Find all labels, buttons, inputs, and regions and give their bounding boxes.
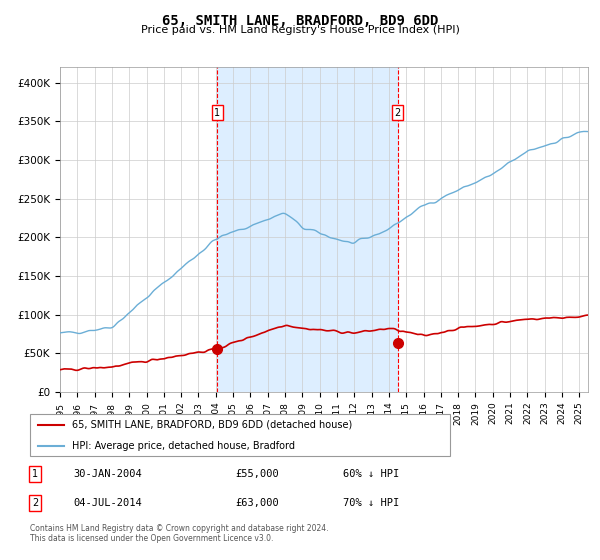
Text: 1: 1 — [214, 108, 220, 118]
Text: 65, SMITH LANE, BRADFORD, BD9 6DD: 65, SMITH LANE, BRADFORD, BD9 6DD — [162, 14, 438, 28]
Text: 2: 2 — [394, 108, 401, 118]
Text: 1: 1 — [32, 469, 38, 479]
Text: 2: 2 — [32, 498, 38, 508]
Bar — [217, 67, 398, 392]
Text: 60% ↓ HPI: 60% ↓ HPI — [343, 469, 400, 479]
Text: 70% ↓ HPI: 70% ↓ HPI — [343, 498, 400, 508]
Text: Contains HM Land Registry data © Crown copyright and database right 2024.
This d: Contains HM Land Registry data © Crown c… — [30, 524, 329, 543]
Text: 65, SMITH LANE, BRADFORD, BD9 6DD (detached house): 65, SMITH LANE, BRADFORD, BD9 6DD (detac… — [72, 420, 352, 430]
Text: Price paid vs. HM Land Registry's House Price Index (HPI): Price paid vs. HM Land Registry's House … — [140, 25, 460, 35]
Text: £55,000: £55,000 — [235, 469, 279, 479]
Text: 04-JUL-2014: 04-JUL-2014 — [73, 498, 142, 508]
FancyBboxPatch shape — [30, 414, 450, 456]
Text: HPI: Average price, detached house, Bradford: HPI: Average price, detached house, Brad… — [72, 441, 295, 451]
Text: 30-JAN-2004: 30-JAN-2004 — [73, 469, 142, 479]
Text: £63,000: £63,000 — [235, 498, 279, 508]
